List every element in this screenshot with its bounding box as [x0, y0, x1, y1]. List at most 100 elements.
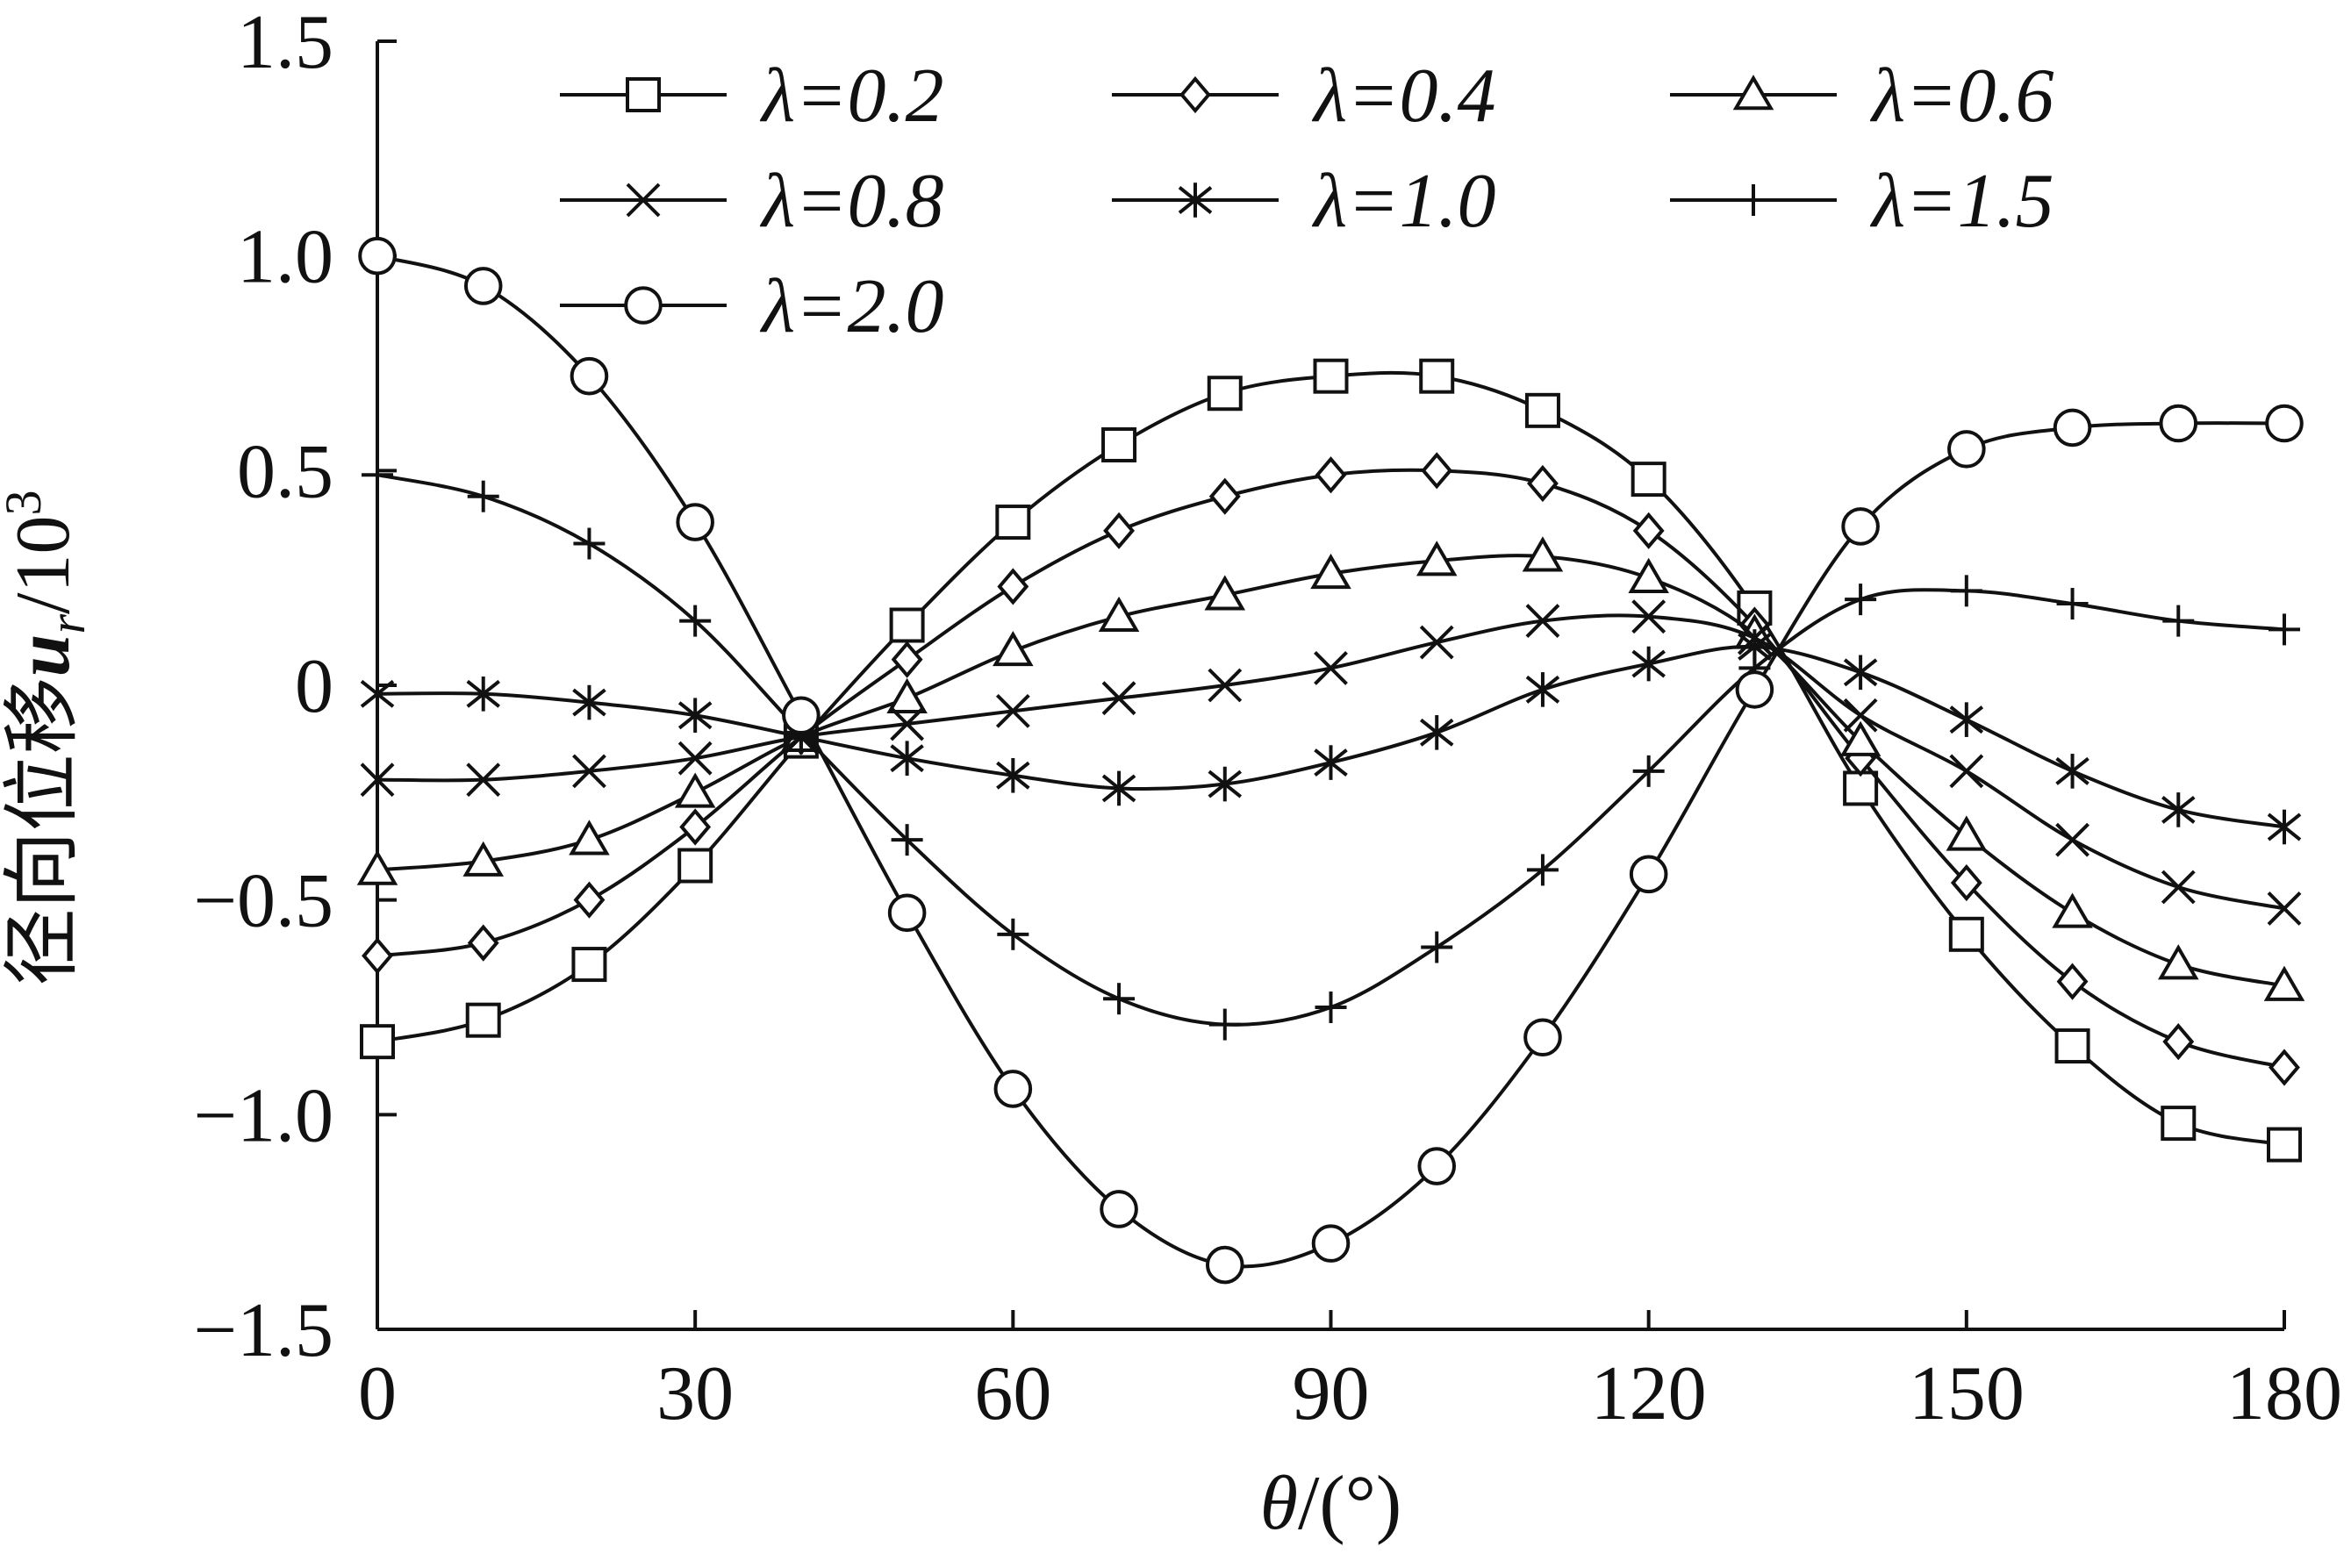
data-point	[890, 706, 925, 741]
data-point	[1416, 541, 1458, 576]
data-point	[1950, 575, 1982, 607]
data-point	[1631, 462, 1666, 498]
x-tick-label: 60	[974, 1351, 1051, 1436]
legend-marker	[1178, 183, 1213, 218]
y-tick-label: −1.0	[193, 1073, 333, 1158]
data-point	[997, 918, 1029, 950]
data-point	[1629, 855, 1668, 894]
data-point	[1419, 358, 1455, 394]
data-point	[1208, 1008, 1241, 1041]
legend-label: λ=0.4	[1311, 54, 1496, 139]
y-tick-label: 1.0	[237, 215, 333, 300]
data-point	[1100, 1190, 1138, 1228]
data-point	[1845, 584, 1877, 616]
data-point	[1632, 512, 1665, 549]
y-axis-label: 径向位移ur/103	[0, 490, 96, 986]
data-point	[1949, 702, 1984, 737]
legend-label: λ=1.5	[1869, 159, 2054, 244]
data-point	[2056, 963, 2089, 1000]
data-point	[1631, 646, 1666, 682]
data-point	[993, 630, 1034, 667]
data-point	[2052, 892, 2093, 928]
data-point	[1208, 766, 1243, 802]
series-line	[376, 644, 2285, 829]
data-point	[1103, 983, 1136, 1015]
data-point	[569, 820, 610, 856]
data-point	[996, 757, 1030, 793]
data-point	[465, 1002, 501, 1038]
legend-marker	[1738, 184, 1769, 216]
data-point	[1315, 992, 1347, 1023]
legend-item: λ=0.6	[1670, 54, 2054, 139]
data-point	[891, 641, 923, 678]
data-point	[2267, 809, 2302, 845]
data-point	[2162, 1023, 2195, 1061]
data-point	[1843, 698, 1878, 733]
data-point	[1421, 452, 1453, 490]
legend: λ=0.2 λ=0.4 λ=0.6 λ=0.8 λ=1.0 λ=1.5 λ=2.0	[560, 54, 2054, 349]
data-point	[1417, 1147, 1457, 1185]
data-point	[993, 1070, 1033, 1108]
y-ticks: 1.5 1.0 0.5 0 −0.5 −1.0 −1.5	[193, 0, 397, 1373]
data-point	[2269, 613, 2300, 646]
legend-label: λ=0.6	[1869, 54, 2054, 139]
data-point	[2158, 944, 2199, 980]
data-point	[2055, 822, 2089, 857]
data-point	[1313, 358, 1349, 394]
data-point	[2055, 754, 2089, 789]
data-point	[360, 1024, 395, 1060]
x-tick-label: 30	[656, 1351, 734, 1436]
data-point	[2161, 870, 2196, 905]
x-tick-label: 120	[1591, 1351, 1707, 1436]
data-point	[1419, 715, 1454, 750]
data-point	[462, 841, 504, 877]
data-point	[1947, 430, 1986, 469]
x-axis-label-unit: /(°)	[1298, 1461, 1401, 1546]
series-x	[360, 599, 2302, 926]
data-point	[358, 236, 397, 276]
data-point	[886, 677, 928, 713]
x-tick-label: 0	[358, 1351, 397, 1436]
data-point	[1843, 770, 1879, 806]
data-point	[889, 607, 925, 643]
data-point	[463, 267, 503, 305]
data-point	[1101, 681, 1136, 716]
data-point	[1632, 755, 1665, 787]
data-point	[2263, 965, 2305, 1001]
data-point	[1101, 770, 1136, 806]
y-tick-label: 0.5	[237, 429, 333, 514]
legend-marker	[626, 77, 661, 112]
legend-item: λ=0.8	[560, 159, 944, 244]
data-point	[2054, 1028, 2090, 1064]
data-point	[1205, 1245, 1244, 1285]
data-point	[2265, 404, 2304, 443]
data-point	[1314, 651, 1348, 685]
x-ticks: 0 30 60 90 120 150 180	[358, 1310, 2342, 1436]
data-point	[679, 605, 712, 637]
data-point	[1204, 575, 1246, 611]
data-point	[466, 676, 500, 712]
data-point	[1208, 668, 1243, 703]
data-point	[1949, 754, 1984, 789]
data-point	[676, 503, 714, 541]
data-point	[1101, 426, 1137, 462]
data-point	[1631, 599, 1666, 634]
data-point	[679, 808, 712, 846]
legend-item: λ=1.5	[1670, 159, 2054, 244]
data-point	[1207, 376, 1243, 412]
data-point	[2161, 1106, 2197, 1142]
series-diamond	[362, 452, 2300, 1086]
data-point	[1524, 392, 1560, 428]
data-point	[1950, 864, 1982, 902]
x-tick-label: 180	[2226, 1351, 2342, 1436]
data-point	[1103, 512, 1135, 549]
data-point	[1421, 931, 1453, 963]
y-axis-label-var: u	[1, 634, 86, 677]
data-point	[356, 849, 398, 885]
data-point	[360, 676, 395, 712]
data-point	[2162, 605, 2195, 637]
data-point	[572, 754, 606, 789]
data-point	[2161, 792, 2196, 827]
y-axis-label-sub: r	[39, 614, 96, 634]
data-point	[573, 527, 606, 560]
